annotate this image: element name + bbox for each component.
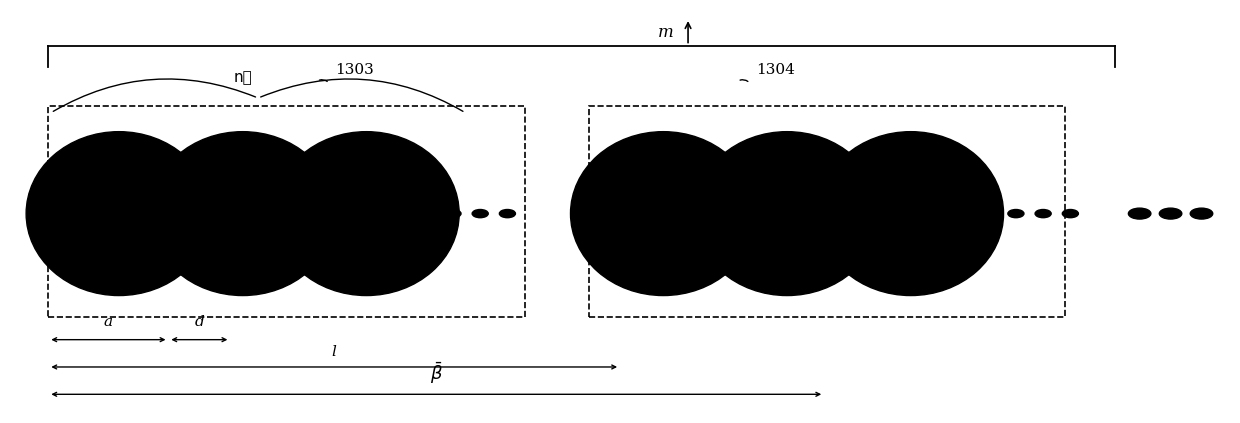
Bar [589,107,1065,316]
Ellipse shape [445,209,461,218]
Text: 1304: 1304 [756,63,795,77]
Text: 1303: 1303 [336,63,374,77]
Text: m: m [657,25,673,41]
Ellipse shape [1159,208,1182,219]
Ellipse shape [274,132,459,296]
Ellipse shape [570,132,756,296]
Ellipse shape [1063,209,1079,218]
Ellipse shape [818,132,1003,296]
Ellipse shape [500,209,516,218]
Ellipse shape [150,132,336,296]
Ellipse shape [1128,208,1151,219]
Ellipse shape [1035,209,1052,218]
Ellipse shape [1190,208,1213,219]
Ellipse shape [26,132,212,296]
Text: l: l [332,345,336,359]
Text: $\bar{\beta}$: $\bar{\beta}$ [430,360,443,386]
Ellipse shape [472,209,489,218]
Text: d: d [195,315,205,329]
Ellipse shape [1008,209,1024,218]
Ellipse shape [694,132,880,296]
Bar [48,107,525,316]
Text: a: a [104,315,113,329]
Text: n个: n个 [233,71,252,85]
